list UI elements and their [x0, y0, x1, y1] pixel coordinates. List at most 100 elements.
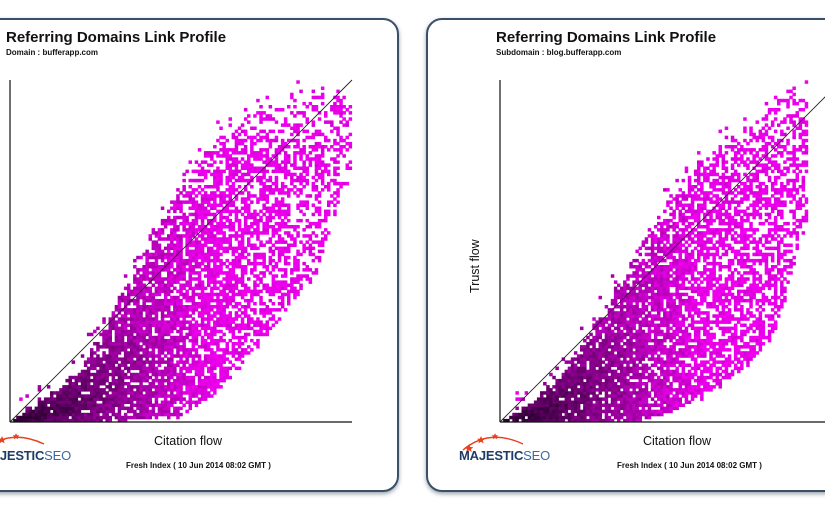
density-cell [243, 138, 248, 143]
density-cell [623, 332, 627, 337]
density-cell [672, 406, 676, 411]
density-cell [635, 265, 639, 269]
density-cell [601, 372, 606, 377]
density-cell [207, 391, 211, 395]
density-cell [170, 391, 174, 395]
density-cell [219, 311, 223, 315]
density-cell [210, 274, 214, 278]
density-cell [663, 286, 667, 291]
density-cell [216, 249, 220, 254]
density-cell [191, 295, 196, 300]
density-cell [213, 203, 217, 207]
density-cell [283, 191, 288, 195]
density-cell [191, 218, 196, 223]
density-cell [339, 151, 343, 155]
density-cell [647, 351, 652, 355]
density-cell [256, 329, 260, 334]
density-cell [274, 231, 279, 235]
density-cell [179, 388, 183, 392]
density-cell [561, 394, 566, 398]
density-cell [185, 320, 189, 324]
density-cell [268, 105, 273, 109]
density-cell [305, 117, 309, 121]
density-cell [167, 237, 171, 241]
density-cell [620, 314, 624, 318]
density-cell [657, 249, 661, 254]
density-cell [666, 286, 670, 291]
density-cell [151, 231, 156, 235]
density-cell [635, 268, 639, 272]
density-cell [240, 326, 245, 331]
density-cell [225, 178, 229, 183]
density-cell [317, 157, 322, 161]
density-cell [250, 151, 254, 155]
density-cell [564, 394, 569, 398]
density-cell [207, 203, 211, 207]
density-cell [256, 345, 260, 349]
density-cell [120, 314, 125, 318]
density-cell [610, 351, 615, 355]
density-cell [567, 394, 572, 398]
density-cell [293, 277, 297, 281]
density-cell [210, 221, 214, 226]
density-cell [210, 157, 214, 161]
density-cell [247, 209, 251, 214]
density-cell [108, 382, 112, 386]
density-cell [200, 166, 205, 170]
density-cell [672, 357, 676, 361]
density-cell [148, 265, 152, 269]
density-cell [635, 403, 639, 407]
density-cell [130, 338, 134, 343]
density-cell [167, 323, 171, 327]
density-cell [247, 289, 251, 294]
density-cell [176, 397, 180, 401]
density-cell [302, 145, 306, 149]
density-cell [598, 360, 602, 364]
density-cell [274, 163, 279, 167]
density-cell [586, 357, 590, 361]
density-cell [170, 283, 174, 287]
density-cell [259, 197, 263, 201]
density-cell [657, 283, 661, 287]
density-cell [74, 415, 79, 420]
density-cell [607, 335, 612, 340]
density-cell [663, 345, 667, 349]
density-cell [268, 206, 273, 210]
chart-title: Referring Domains Link Profile [6, 29, 227, 46]
density-cell [176, 258, 180, 263]
density-cell [207, 295, 211, 300]
density-cell [620, 320, 624, 324]
density-cell [145, 385, 149, 389]
density-cell [305, 154, 309, 158]
density-cell [533, 412, 538, 417]
density-cell [555, 415, 559, 420]
density-cell [290, 277, 294, 281]
density-cell [151, 323, 156, 327]
density-cell [320, 101, 325, 106]
density-cell [666, 277, 670, 281]
density-cell [253, 246, 257, 251]
density-cell [613, 295, 618, 300]
density-cell [216, 154, 220, 158]
density-cell [620, 286, 624, 291]
density-cell [34, 415, 39, 420]
density-cell [570, 366, 575, 371]
density-cell [641, 372, 646, 377]
density-cell [592, 406, 596, 411]
density-cell [592, 418, 596, 423]
density-cell [598, 348, 602, 352]
density-cell [620, 345, 624, 349]
density-cell [586, 406, 590, 411]
density-cell [210, 360, 214, 364]
density-cell [259, 151, 263, 155]
density-cell [666, 335, 670, 340]
density-cell [228, 212, 232, 217]
density-cell [623, 348, 627, 352]
density-cell [176, 354, 180, 358]
density-cell [583, 366, 587, 371]
density-cell [123, 342, 128, 346]
density-cell [583, 354, 587, 358]
density-cell [157, 255, 162, 260]
density-cell [53, 406, 57, 411]
density-cell [660, 348, 664, 352]
